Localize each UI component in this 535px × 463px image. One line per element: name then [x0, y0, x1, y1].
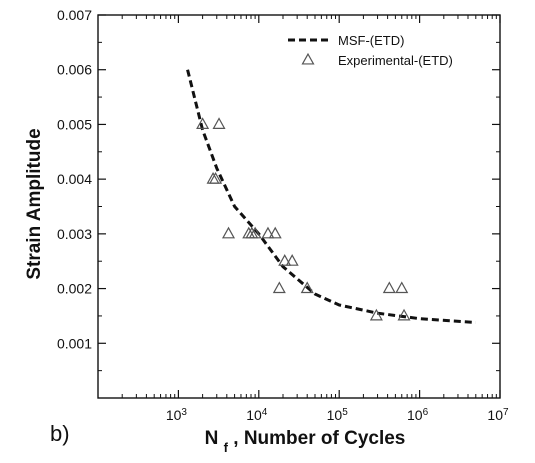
x-axis-label-suffix: , Number of Cycles: [233, 428, 405, 449]
x-axis-label-subscript: f: [224, 440, 229, 455]
x-tick-label: 103: [166, 407, 188, 424]
x-tick-label: 104: [246, 407, 268, 424]
y-tick-label: 0.006: [57, 62, 92, 78]
legend-marker-experimental: [301, 52, 315, 65]
legend-label-experimental: Experimental-(ETD): [338, 53, 453, 68]
experimental-etd-point: [209, 171, 223, 184]
experimental-etd-point: [272, 281, 286, 294]
experimental-etd-point: [397, 308, 411, 321]
ticks-group: 0.001 0.002 0.003 0.004 0.005 0.006 0.007 103 10…: [57, 7, 509, 423]
experimental-etd-point: [268, 226, 282, 239]
y-tick-label: 0.001: [57, 335, 92, 351]
x-tick-label: 106: [407, 407, 429, 424]
experimental-etd-point: [196, 117, 210, 129]
y-tick-label: 0.007: [57, 7, 92, 23]
experimental-etd-point: [221, 226, 236, 239]
y-axis-label: Strain Amplitude: [24, 128, 45, 279]
experimental-etd-point: [248, 226, 262, 239]
msf-etd-curve: [186, 69, 476, 324]
experimental-etd-point: [369, 308, 383, 321]
x-axis-label-main: N: [205, 428, 219, 449]
experimental-etd-point: [278, 254, 292, 266]
experimental-etd-point: [212, 117, 226, 129]
y-tick-label: 0.005: [57, 116, 92, 132]
panel-label: b): [50, 421, 70, 446]
experimental-etd-point: [285, 254, 299, 266]
x-tick-label: 105: [327, 407, 349, 424]
legend-group: MSF-(ETD) Experimental-(ETD): [288, 33, 453, 68]
x-axis-label: N f , Number of Cycles: [205, 428, 406, 455]
experimental-etd-point: [382, 281, 396, 294]
legend-label-msf: MSF-(ETD): [338, 33, 404, 48]
y-tick-label: 0.004: [57, 171, 92, 187]
experimental-etd-point: [261, 226, 275, 239]
y-tick-label: 0.002: [57, 281, 92, 297]
series-group: [186, 69, 476, 324]
x-tick-label: 107: [487, 407, 509, 424]
experimental-etd-point: [300, 281, 314, 294]
experimental-etd-point: [395, 281, 409, 294]
y-tick-label: 0.003: [57, 226, 92, 242]
